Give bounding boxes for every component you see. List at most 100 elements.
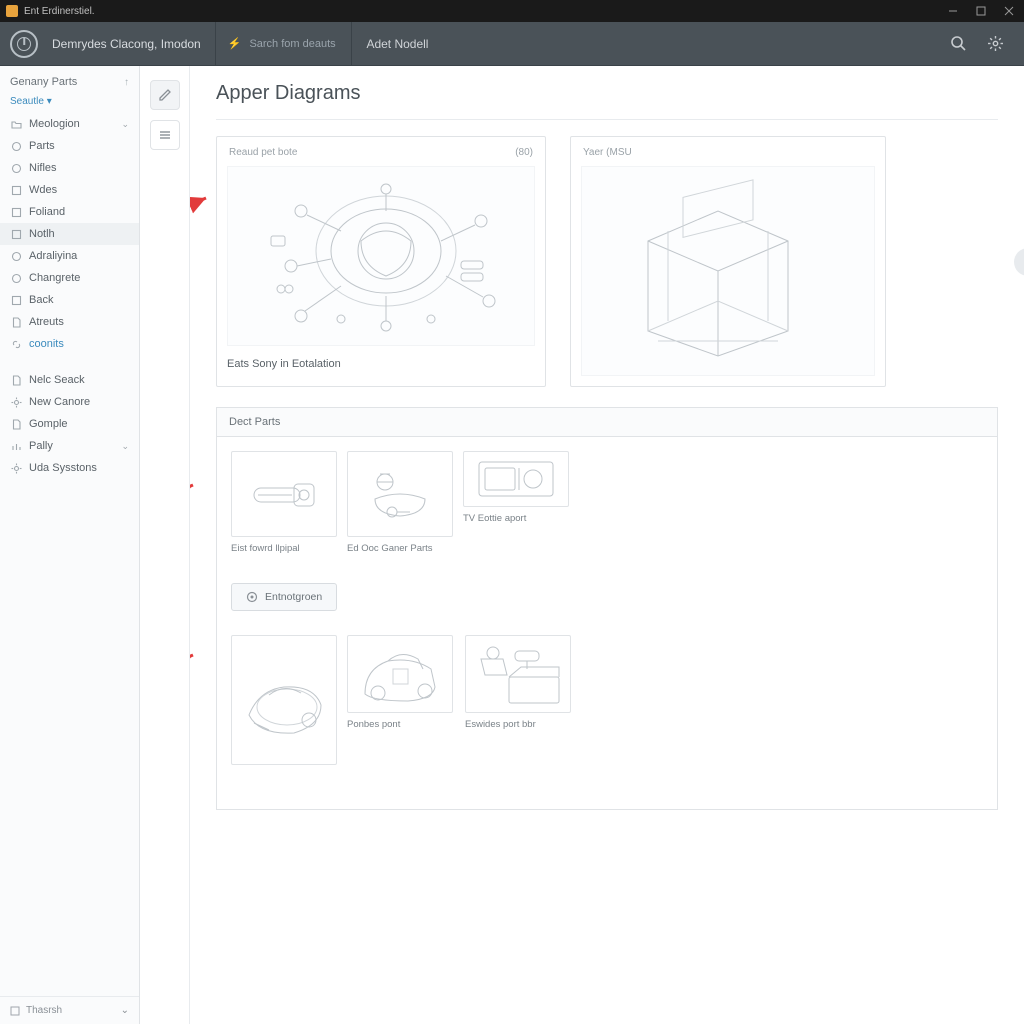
sidebar-item-new-canore[interactable]: New Canore <box>0 391 139 413</box>
tool-rail <box>140 66 190 1024</box>
parts-grid-row2: Ponbes pont Eswides port bbr <box>231 635 983 795</box>
action-button[interactable]: Entnotgroen <box>231 583 337 611</box>
part-card[interactable]: Eist fowrd llpipal <box>231 451 337 567</box>
sidebar-item-label: Uda Sysstons <box>29 462 129 474</box>
sidebar-item-wdes[interactable]: Wdes <box>0 179 139 201</box>
sidebar-item-atreuts[interactable]: Atreuts <box>0 311 139 333</box>
circle-icon <box>10 272 22 284</box>
folder-icon <box>10 118 22 130</box>
part-thumb <box>231 635 337 765</box>
sidebar-item-label: Wdes <box>29 184 129 196</box>
sidebar-item-label: Nelc Seack <box>29 374 129 386</box>
diagram-header-left: Reaud pet bote <box>229 147 297 158</box>
part-card[interactable]: Ed Ooc Ganer Parts <box>347 451 453 567</box>
part-card[interactable] <box>231 635 337 795</box>
sidebar-item-label: Parts <box>29 140 129 152</box>
sidebar-item-adraliyina[interactable]: Adraliyina <box>0 245 139 267</box>
square-icon <box>10 294 22 306</box>
diagram-header-1: Reaud pet bote (80) <box>227 147 535 158</box>
nav-group-secondary: Nelc Seack New CanoreGomple Pally ⌄ Uda Syss… <box>0 369 139 479</box>
brand-logo[interactable] <box>10 30 38 58</box>
sidebar-item-back[interactable]: Back <box>0 289 139 311</box>
part-thumb <box>231 451 337 537</box>
sidebar-item-foliand[interactable]: Foliand <box>0 201 139 223</box>
sidebar-item-label: Atreuts <box>29 316 129 328</box>
square-icon <box>10 206 22 218</box>
footer-icon <box>10 1006 20 1016</box>
sidebar-item-label: Foliand <box>29 206 129 218</box>
diagram-header-2: Yaer (MSU <box>581 147 875 158</box>
sidebar-item-label: Notlh <box>29 228 129 240</box>
header-right <box>950 35 1016 52</box>
diagram-header-right: (80) <box>515 147 533 158</box>
action-icon <box>246 591 258 603</box>
header-left: Demrydes Clacong, Imodon ⚡ Adet Nodell <box>8 22 442 65</box>
close-button[interactable] <box>1004 6 1014 16</box>
menu-tool-button[interactable] <box>150 120 180 150</box>
sidebar-item-nifles[interactable]: Nifles <box>0 157 139 179</box>
context-label[interactable]: Adet Nodell <box>352 22 442 65</box>
gear-icon[interactable] <box>987 35 1004 52</box>
bolt-icon: ⚡ <box>228 37 242 50</box>
sidebar-item-uda-sysstons[interactable]: Uda Sysstons <box>0 457 139 479</box>
part-thumb <box>347 635 453 713</box>
content-area: Apper Diagrams Reaud pet bote (80) <box>190 66 1024 1024</box>
doc-icon <box>10 418 22 430</box>
part-label: TV Eottie aport <box>463 513 569 537</box>
parts-panel: Eist fowrd llpipal Ed Ooc Ganer Parts TV… <box>216 436 998 810</box>
sidebar-item-parts[interactable]: Parts <box>0 135 139 157</box>
page-title: Apper Diagrams <box>216 82 998 120</box>
search-icon[interactable] <box>950 35 967 52</box>
part-label: Eist fowrd llpipal <box>231 543 337 567</box>
edit-tool-button[interactable] <box>150 80 180 110</box>
part-card[interactable]: Ponbes pont <box>347 635 455 795</box>
sidebar-item-nelc-seack[interactable]: Nelc Seack <box>0 369 139 391</box>
sidebar-item-label: Back <box>29 294 129 306</box>
filter-link[interactable]: Seautle ▾ <box>0 94 139 113</box>
minimize-button[interactable] <box>948 6 958 16</box>
part-card[interactable]: Eswides port bbr <box>465 635 571 795</box>
product-name[interactable]: Demrydes Clacong, Imodon <box>48 22 216 65</box>
doc-icon <box>10 374 22 386</box>
window-titlebar: Ent Erdinerstiel. <box>0 0 1024 22</box>
part-thumb <box>463 451 569 507</box>
sidebar-footer[interactable]: Thasrsh ⌄ <box>0 996 139 1024</box>
sidebar-item-label: Nifles <box>29 162 129 174</box>
part-card[interactable]: TV Eottie aport <box>463 451 569 567</box>
action-label: Entnotgroen <box>265 591 322 603</box>
diagram-image-2 <box>581 166 875 376</box>
chart-icon <box>10 440 22 452</box>
diagram-caption-1: Eats Sony in Eotalation <box>227 358 535 370</box>
chevron-down-icon: ⌄ <box>121 441 129 452</box>
sidebar-item-label: Adraliyina <box>29 250 129 262</box>
sidebar-item-pally[interactable]: Pally ⌄ <box>0 435 139 457</box>
global-search[interactable]: ⚡ <box>216 22 353 65</box>
sidebar-header: Genany Parts ↑ <box>0 66 139 94</box>
sidebar-item-notlh[interactable]: Notlh <box>0 223 139 245</box>
diagram-card-1[interactable]: Reaud pet bote (80) <box>216 136 546 387</box>
sort-icon[interactable]: ↑ <box>124 77 129 88</box>
part-thumb <box>465 635 571 713</box>
window-title: Ent Erdinerstiel. <box>24 6 95 17</box>
diagram-row: Reaud pet bote (80) <box>216 136 998 387</box>
sidebar-item-label: Changrete <box>29 272 129 284</box>
doc-icon <box>10 316 22 328</box>
search-input[interactable] <box>249 38 339 50</box>
part-thumb <box>347 451 453 537</box>
sidebar-item-label: Pally <box>29 440 114 452</box>
part-label <box>231 771 337 795</box>
gear-icon <box>10 462 22 474</box>
next-diagram-button[interactable] <box>1014 248 1024 276</box>
callout-arrow-2 <box>190 479 199 509</box>
diagram-card-2[interactable]: Yaer (MSU <box>570 136 886 387</box>
sidebar-item-gomple[interactable]: Gomple <box>0 413 139 435</box>
part-label: Ponbes pont <box>347 719 455 743</box>
sidebar-item-coonits[interactable]: coonits <box>0 333 139 355</box>
sidebar-item-meologion[interactable]: Meologion⌄ <box>0 113 139 135</box>
titlebar-left: Ent Erdinerstiel. <box>6 5 95 17</box>
maximize-button[interactable] <box>976 6 986 16</box>
part-label: Eswides port bbr <box>465 719 571 743</box>
chevron-down-icon: ⌄ <box>121 119 129 130</box>
sidebar-item-changrete[interactable]: Changrete <box>0 267 139 289</box>
callout-arrow-1 <box>190 192 212 222</box>
